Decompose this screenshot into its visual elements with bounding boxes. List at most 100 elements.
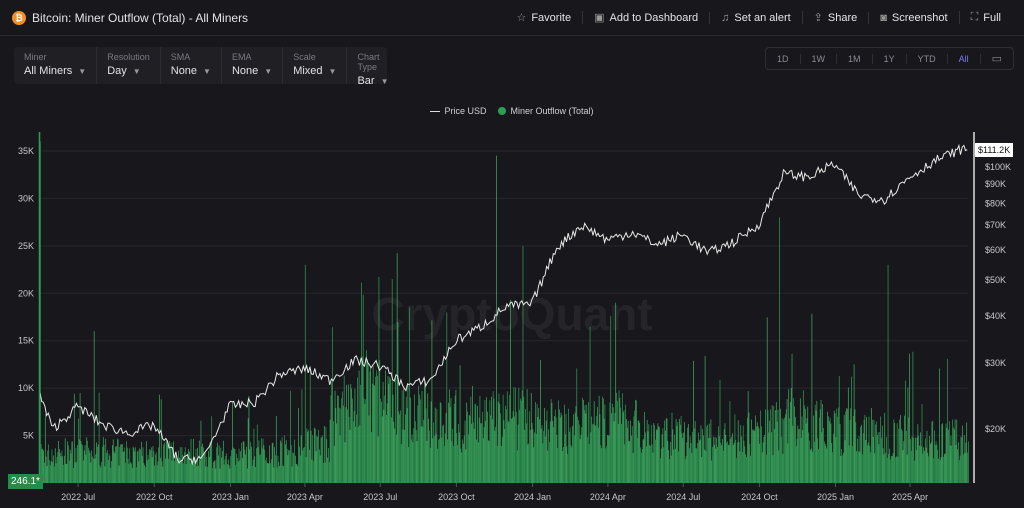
outflow-bar: [650, 425, 652, 483]
outflow-bar: [793, 397, 795, 483]
outflow-bar: [929, 436, 930, 483]
outflow-bar: [275, 455, 276, 483]
outflow-bar: [573, 414, 574, 483]
outflow-bar: [545, 420, 547, 483]
outflow-bar: [351, 388, 352, 483]
outflow-bar: [246, 468, 248, 483]
outflow-bar: [833, 433, 834, 483]
chart-type-select[interactable]: Chart Type Bar ▼: [347, 47, 398, 87]
outflow-bar: [946, 427, 948, 483]
outflow-bar: [794, 406, 795, 483]
outflow-bar: [93, 331, 95, 483]
outflow-bar: [68, 460, 70, 483]
set-alert-label: Set an alert: [734, 11, 791, 24]
outflow-bar: [389, 377, 391, 483]
outflow-bar: [648, 424, 650, 483]
outflow-bar: [88, 450, 90, 483]
outflow-bar: [673, 449, 674, 483]
outflow-bar: [799, 398, 801, 483]
outflow-bar: [953, 429, 955, 483]
outflow-bar: [409, 307, 410, 483]
outflow-bar: [331, 382, 333, 483]
outflow-bar: [180, 460, 182, 483]
outflow-bar: [914, 460, 915, 483]
range-1w[interactable]: 1W: [801, 53, 838, 64]
outflow-bar: [407, 385, 409, 483]
outflow-bar: [794, 416, 796, 483]
legend-outflow[interactable]: Miner Outflow (Total): [498, 106, 594, 116]
fullscreen-button[interactable]: ⛶ Full: [958, 11, 1012, 24]
outflow-bar: [285, 440, 287, 483]
favorite-button[interactable]: ☆ Favorite: [505, 11, 582, 25]
outflow-bar: [734, 414, 736, 483]
outflow-bar: [72, 441, 73, 483]
outflow-bar: [85, 454, 87, 483]
outflow-bar: [502, 394, 504, 483]
resolution-select[interactable]: Resolution Day ▼: [97, 47, 161, 84]
outflow-bar: [387, 376, 389, 483]
outflow-bar: [394, 428, 396, 483]
outflow-bar: [439, 402, 441, 483]
outflow-bar: [790, 388, 792, 483]
outflow-bar: [886, 437, 887, 483]
outflow-bar: [496, 445, 498, 483]
outflow-bar: [537, 416, 539, 483]
range-1m[interactable]: 1M: [837, 53, 873, 64]
outflow-bar: [285, 444, 286, 483]
outflow-bar: [443, 445, 445, 483]
outflow-bar: [817, 438, 819, 483]
outflow-bar: [87, 440, 88, 483]
outflow-bar: [165, 440, 167, 483]
outflow-bar: [96, 442, 97, 483]
outflow-bar: [658, 426, 660, 483]
range-1y[interactable]: 1Y: [873, 53, 907, 64]
outflow-bar: [292, 452, 294, 483]
outflow-bar: [687, 427, 689, 483]
outflow-bar: [943, 454, 945, 483]
outflow-bar: [104, 466, 106, 483]
range-ytd[interactable]: YTD: [907, 53, 948, 64]
calendar-icon[interactable]: ▭: [991, 53, 1002, 65]
outflow-bar: [219, 468, 221, 483]
watermark: CryptoQuant: [371, 288, 652, 340]
miner-select[interactable]: Miner All Miners ▼: [14, 47, 98, 84]
outflow-bar: [728, 444, 730, 483]
outflow-bar: [684, 459, 686, 483]
add-to-dashboard-button[interactable]: ▣ Add to Dashboard: [582, 11, 709, 24]
outflow-bar: [932, 420, 934, 483]
range-1d[interactable]: 1D: [766, 53, 801, 64]
outflow-bar: [126, 441, 127, 483]
legend-price[interactable]: Price USD: [430, 106, 486, 116]
scale-select[interactable]: Scale Mixed ▼: [283, 47, 348, 84]
outflow-bar: [312, 435, 314, 483]
outflow-bar: [891, 456, 893, 483]
header: ₿ Bitcoin: Miner Outflow (Total) - All M…: [0, 0, 1024, 36]
outflow-bar: [294, 439, 295, 483]
share-button[interactable]: ⇪ Share: [801, 11, 869, 24]
outflow-bar: [541, 425, 543, 483]
sma-select[interactable]: SMA None ▼: [161, 47, 222, 84]
outflow-bar: [635, 399, 636, 483]
outflow-bar: [482, 411, 483, 483]
set-alert-button[interactable]: ♫ Set an alert: [709, 11, 802, 24]
outflow-bar: [735, 439, 737, 483]
outflow-bar: [68, 445, 69, 483]
outflow-bar: [746, 417, 748, 483]
outflow-bar: [342, 391, 343, 483]
outflow-bar: [578, 424, 580, 483]
outflow-bar: [310, 430, 312, 483]
outflow-bar: [425, 408, 427, 483]
outflow-bar: [669, 459, 670, 483]
ema-select[interactable]: EMA None ▼: [222, 47, 284, 84]
screenshot-button[interactable]: ◙ Screenshot: [868, 11, 958, 24]
outflow-bar: [738, 441, 740, 483]
outflow-bar: [265, 457, 267, 483]
outflow-bar: [518, 387, 520, 483]
range-all[interactable]: All: [948, 53, 981, 64]
outflow-bar: [212, 468, 213, 483]
outflow-bar: [616, 392, 617, 483]
outflow-bar: [691, 453, 693, 483]
outflow-bar: [544, 436, 546, 483]
outflow-bar: [818, 449, 819, 483]
